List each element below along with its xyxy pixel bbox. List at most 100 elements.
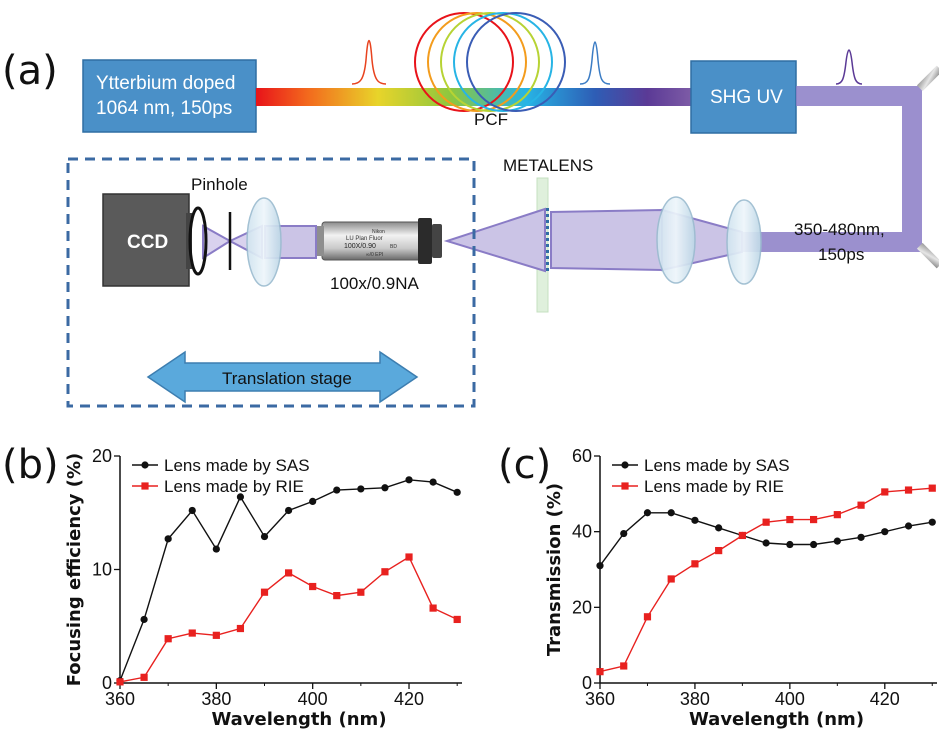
chart1-y-tick-label: 60 xyxy=(572,446,592,466)
chart1-x-tick-label: 360 xyxy=(585,689,615,709)
chart1-series-0-point xyxy=(881,528,889,536)
range-label-line1: 350-480nm, xyxy=(794,220,885,239)
focusing-cone xyxy=(443,207,546,273)
pulse-red-icon xyxy=(351,39,387,85)
chart0-series-0-point xyxy=(429,478,437,486)
ccd-cone xyxy=(202,224,232,260)
chart0-x-tick-label: 380 xyxy=(201,689,231,709)
chart0-series-0-point xyxy=(284,506,293,515)
chart0-series-1-point xyxy=(236,624,245,633)
chart1-series-1-point xyxy=(667,575,675,583)
chart0-series-1-point xyxy=(357,588,365,596)
chart0-y-tick-label: 10 xyxy=(92,560,112,580)
supercontinuum-beam xyxy=(256,88,691,106)
ccd-ring-icon xyxy=(188,206,208,276)
objective-label: 100x/0.9NA xyxy=(330,274,419,293)
chart0-series-1-point xyxy=(453,615,461,624)
chart1-series-1-point xyxy=(833,511,841,519)
chart0-legend-marker-1 xyxy=(141,482,149,490)
chart1-series-0-point xyxy=(928,518,936,526)
chart0-series-0-point xyxy=(453,488,461,496)
chart1-series-1-point xyxy=(620,662,628,670)
chart1-series-0-point xyxy=(596,562,604,570)
chart0-series-1-point xyxy=(116,678,124,686)
panel-label-c: (c) xyxy=(498,442,551,488)
objective-engraving-0: Nikon xyxy=(372,229,385,235)
chart0-series-1-point xyxy=(212,631,220,639)
chart1-x-tick-label: 400 xyxy=(775,689,805,709)
pcf-fiber-coils xyxy=(414,12,566,112)
mirror-bottom-icon xyxy=(916,242,939,269)
chart0-series-1-point xyxy=(188,629,196,637)
chart1-y-tick-label: 20 xyxy=(572,597,592,617)
chart0-x-tick-label: 420 xyxy=(394,689,424,709)
mirror-top-icon xyxy=(916,65,939,92)
chart1-series-1-line xyxy=(599,487,933,673)
chart0-series-1-point xyxy=(164,635,172,643)
chart0-series-0-point xyxy=(381,484,389,492)
objective-engraving-4: ∞/0 EPI xyxy=(366,252,383,258)
chart0-series-0-point xyxy=(309,497,317,505)
chart1-series-0-point xyxy=(904,522,913,530)
chart0-x-tick-label: 360 xyxy=(105,689,135,709)
chart1-legend-label-1: Lens made by RIE xyxy=(644,477,784,496)
chart0-series-0-point xyxy=(333,486,341,494)
expanded-beam xyxy=(550,208,663,272)
metalens-label: METALENS xyxy=(503,156,593,175)
pulse-blue-icon xyxy=(579,41,611,85)
chart1-legend-marker-1 xyxy=(621,482,629,490)
chart0-series-1-point xyxy=(333,592,341,600)
panel-label-b: (b) xyxy=(2,442,59,488)
chart1-series-1-point xyxy=(809,515,818,524)
range-label-line2: 150ps xyxy=(818,245,864,264)
chart1-x-axis-title: Wavelength (nm) xyxy=(689,709,864,730)
chart1-series-0-point xyxy=(857,533,865,541)
shg-label: SHG UV xyxy=(710,87,783,108)
chart0-series-1-point xyxy=(284,569,293,577)
lens-expander-2 xyxy=(726,199,762,285)
objective-lens-icon: Nikon LU Plan Fluor 100X/0.90 BD ∞/0 EPI xyxy=(314,218,442,264)
objective-engraving-2: 100X/0.90 xyxy=(344,243,376,250)
chart0-series-1-point xyxy=(309,582,317,591)
pinhole-label: Pinhole xyxy=(191,175,248,194)
chart0-series-1-point xyxy=(140,673,148,681)
chart1-series-1-point xyxy=(857,501,865,509)
chart1-series-0-point xyxy=(809,540,818,549)
pulse-violet-icon xyxy=(835,49,863,85)
panel-label-a: (a) xyxy=(2,48,58,94)
laser-label-line2: 1064 nm, 150ps xyxy=(96,98,232,119)
chart1-series-0-point xyxy=(643,509,652,517)
chart1-series-0-point xyxy=(667,509,675,517)
chart1-series-1-point xyxy=(762,518,770,526)
chart1-legend-label-0: Lens made by SAS xyxy=(644,456,790,475)
chart1-x-tick-label: 420 xyxy=(870,689,900,709)
chart1-series-0-point xyxy=(786,540,794,549)
chart1-series-1-point xyxy=(643,613,652,621)
chart0-series-0-point xyxy=(260,532,269,541)
pcf-label: PCF xyxy=(474,110,508,129)
chart0-series-1-point xyxy=(405,553,413,561)
chart1-series-1-point xyxy=(738,531,746,540)
chart0-series-0-point xyxy=(212,545,220,553)
uv-beam-path xyxy=(760,86,922,252)
chart0-series-0-point xyxy=(188,506,196,515)
lens-expander-1 xyxy=(656,196,696,284)
chart1-series-1-point xyxy=(596,668,604,676)
chart0-y-tick-label: 20 xyxy=(92,446,112,466)
chart0-legend-label-1: Lens made by RIE xyxy=(164,477,304,496)
chart0-legend-label-0: Lens made by SAS xyxy=(164,456,310,475)
chart1-series-0-point xyxy=(691,516,699,524)
objective-engraving-1: LU Plan Fluor xyxy=(346,236,383,242)
chart0-series-1-point xyxy=(429,604,437,612)
transmission-chart: 360 380 400 420 0 20 40 60 Wavelength (nm) Transm… xyxy=(544,446,937,730)
translation-stage-label: Translation stage xyxy=(222,369,352,388)
chart0-series-0-point xyxy=(405,476,413,484)
chart1-series-1-point xyxy=(786,515,794,524)
objective-engraving-3: BD xyxy=(390,244,397,250)
chart1-series-0-point xyxy=(833,537,841,545)
chart0-x-tick-label: 400 xyxy=(298,689,328,709)
chart0-series-0-point xyxy=(140,615,148,624)
chart1-y-tick-label: 40 xyxy=(572,522,592,542)
chart1-series-0-point xyxy=(715,524,723,532)
